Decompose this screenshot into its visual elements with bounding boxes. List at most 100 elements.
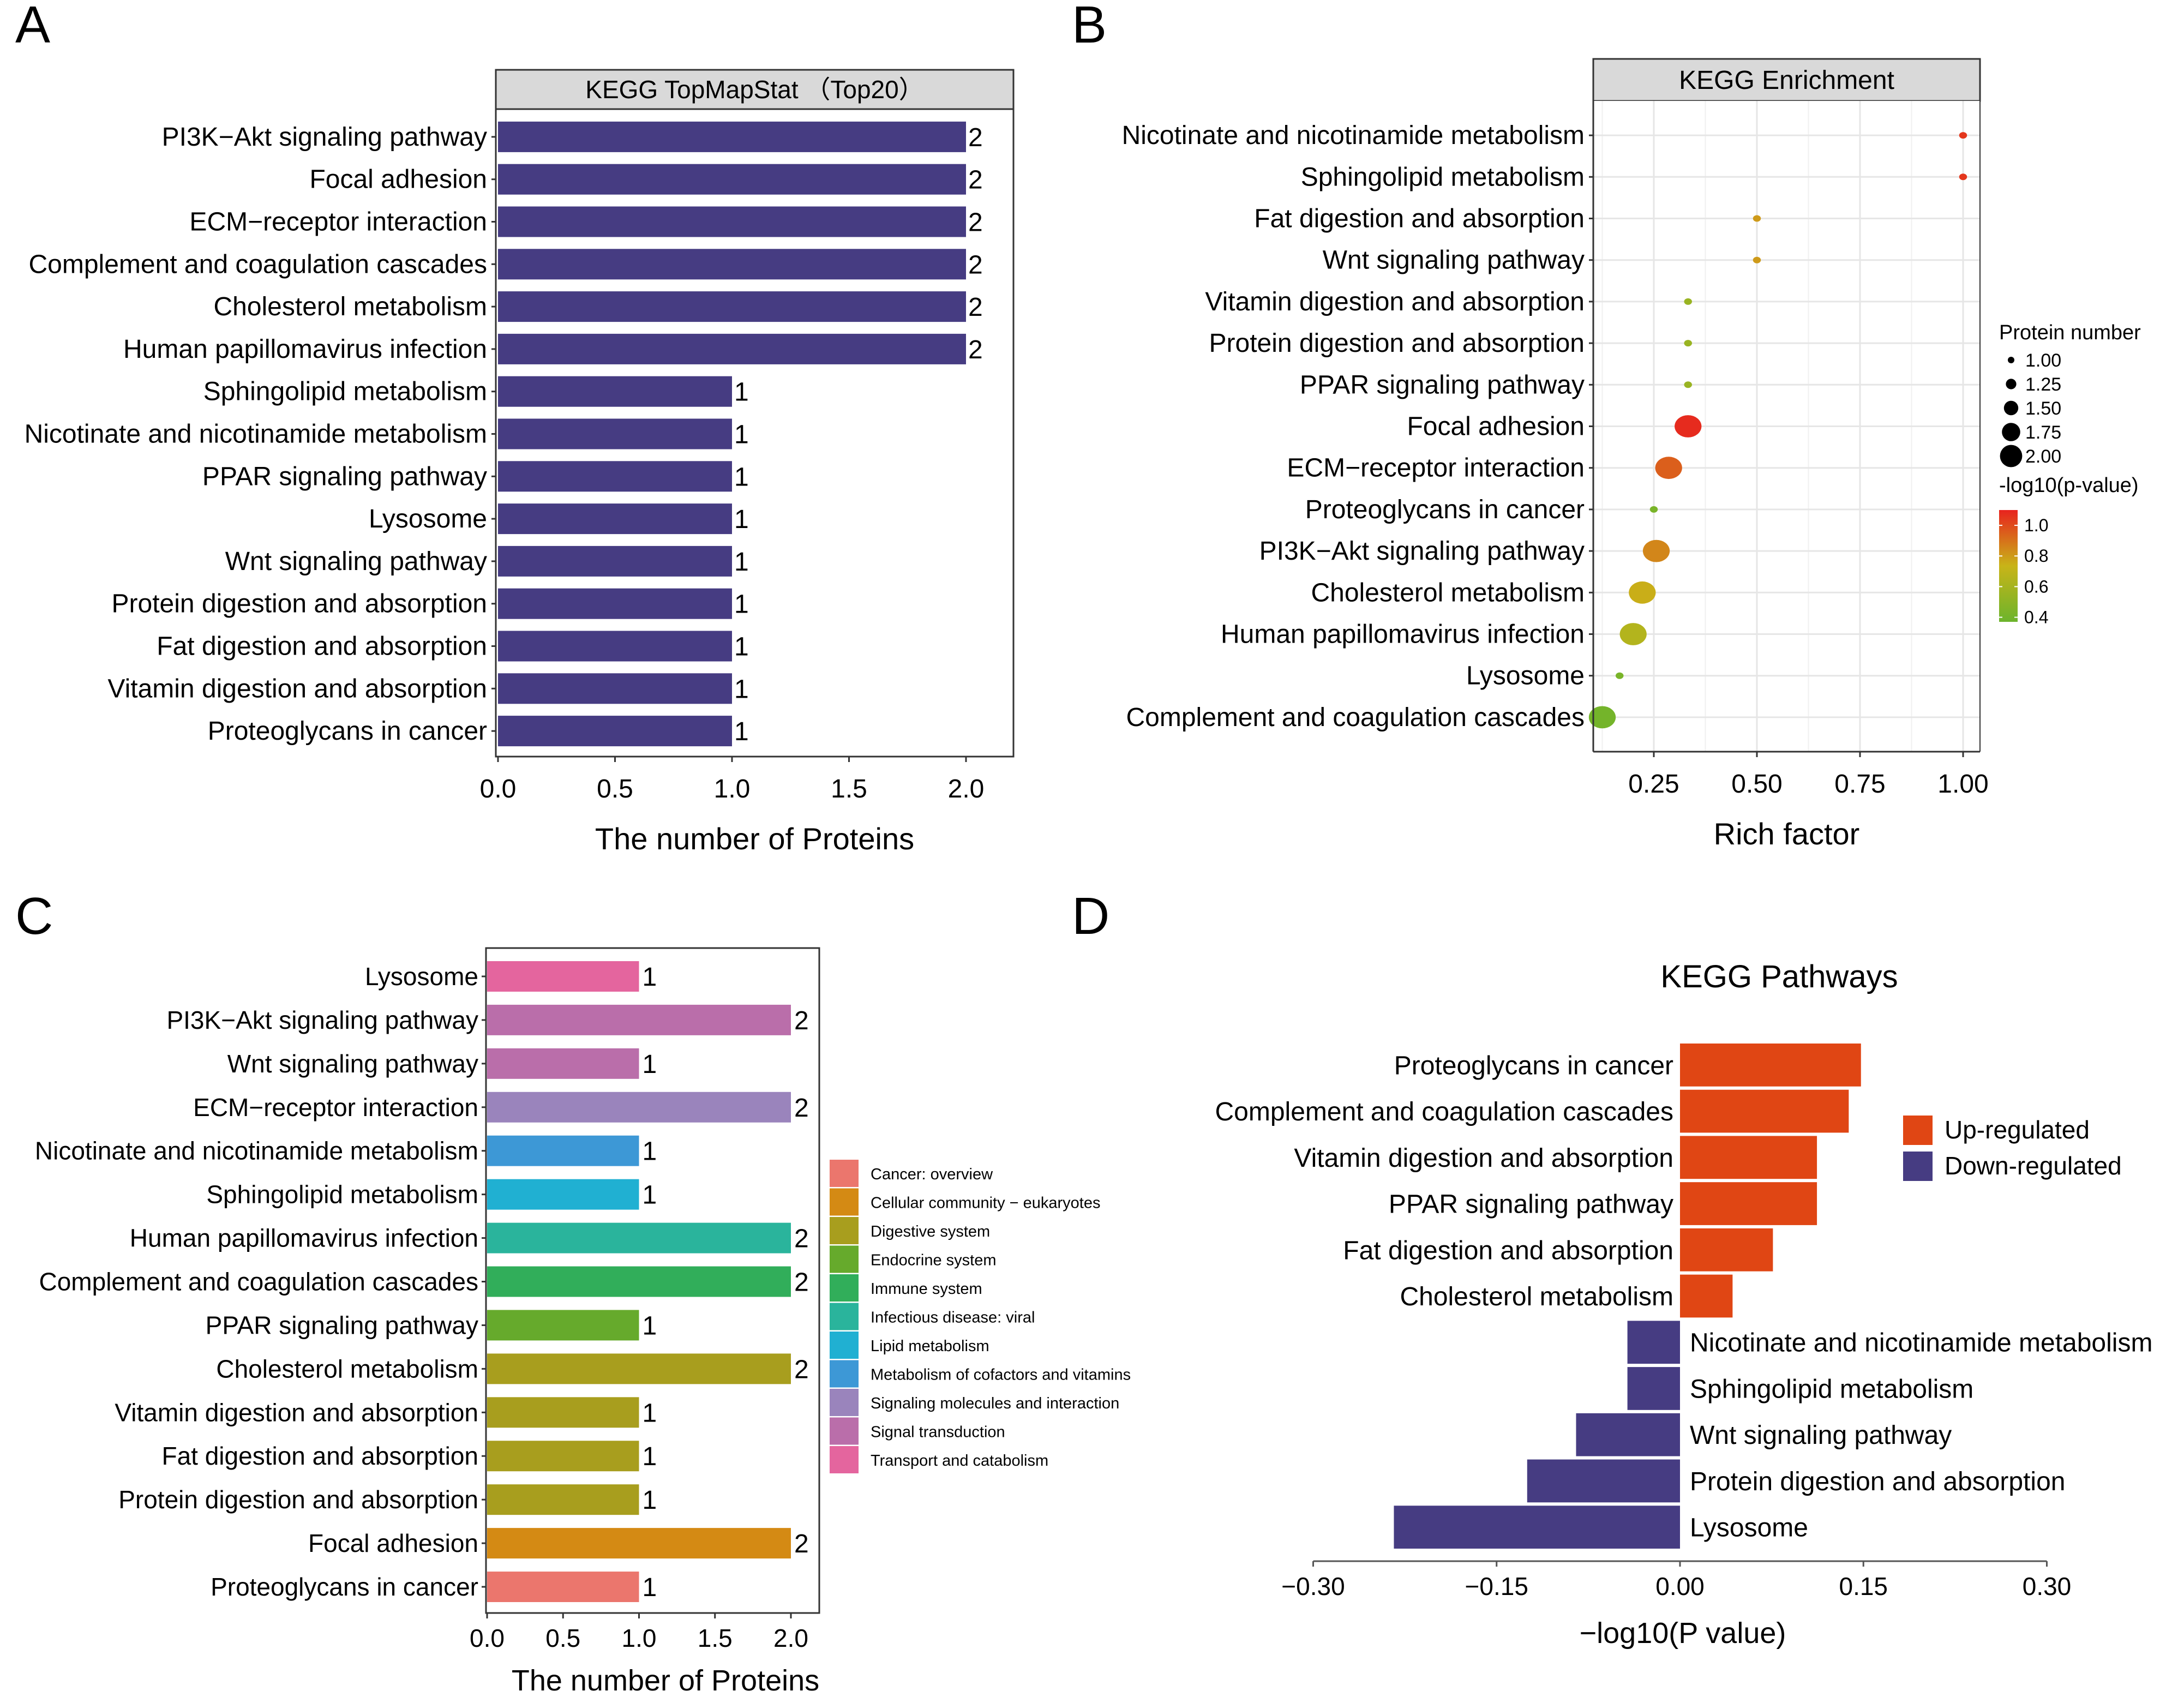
data-point — [1655, 457, 1682, 479]
legend-label: Signal transduction — [871, 1424, 1005, 1441]
category-label: Focal adhesion — [309, 165, 487, 194]
panel-c-bar-chart: 1 Lysosome 2 PI3K−Akt signaling pathway 1 Wnt… — [35, 947, 1131, 1697]
panel-letter-b: B — [1072, 0, 1107, 54]
legend-label: Digestive system — [871, 1223, 990, 1240]
bar — [498, 673, 732, 704]
bar-down — [1627, 1367, 1680, 1410]
data-label: 1 — [734, 548, 749, 577]
category-label: Cholesterol metabolism — [213, 292, 487, 321]
legend-label: Down-regulated — [1945, 1152, 2122, 1180]
bar — [498, 503, 732, 535]
category-label: PPAR signaling pathway — [1300, 370, 1585, 399]
data-label: 1 — [643, 1399, 657, 1428]
x-axis-title: The number of Proteins — [512, 1664, 819, 1697]
size-legend-title: Protein number — [1999, 321, 2141, 344]
category-label: Wnt signaling pathway — [1690, 1421, 1952, 1450]
data-label: 2 — [794, 1530, 809, 1558]
x-tick-label: 1.5 — [698, 1624, 733, 1652]
bar — [487, 1484, 639, 1515]
size-legend-label: 2.00 — [2025, 446, 2061, 467]
data-label: 1 — [643, 1573, 657, 1602]
legend-key — [830, 1217, 859, 1244]
category-label: Lysosome — [365, 962, 478, 991]
data-label: 1 — [734, 590, 749, 619]
category-label: Proteoglycans in cancer — [1305, 495, 1585, 524]
data-label: 2 — [794, 1225, 809, 1254]
data-label: 2 — [794, 1355, 809, 1384]
data-point — [1675, 415, 1702, 437]
data-label: 1 — [734, 463, 749, 491]
data-point — [1588, 706, 1616, 729]
category-label: Wnt signaling pathway — [1323, 246, 1585, 275]
data-label: 2 — [968, 335, 983, 364]
data-label: 1 — [734, 421, 749, 449]
category-label: Nicotinate and nicotinamide metabolism — [25, 420, 487, 449]
bar-down — [1527, 1459, 1680, 1503]
data-label: 1 — [734, 505, 749, 534]
category-label: Cholesterol metabolism — [1400, 1282, 1673, 1311]
legend-key — [830, 1160, 859, 1187]
data-label: 1 — [643, 1311, 657, 1340]
bar — [498, 333, 966, 364]
legend-label: Lipid metabolism — [871, 1338, 989, 1355]
bar — [487, 1572, 639, 1603]
legend-label: Endocrine system — [871, 1252, 997, 1269]
bar-up — [1680, 1182, 1817, 1225]
data-label: 1 — [643, 1181, 657, 1210]
data-label: 2 — [968, 166, 983, 195]
size-legend-key — [2008, 357, 2014, 363]
category-label: PI3K−Akt signaling pathway — [1259, 537, 1585, 566]
panel-c-plot-frame — [485, 947, 820, 1614]
category-label: Fat digestion and absorption — [161, 1442, 478, 1470]
data-label: 1 — [734, 675, 749, 704]
legend-key — [830, 1274, 859, 1302]
category-label: Proteoglycans in cancer — [1394, 1051, 1673, 1080]
bar — [498, 418, 732, 449]
x-tick-label: 2.0 — [773, 1624, 808, 1652]
bar-up — [1680, 1136, 1817, 1179]
x-tick-label: 0.00 — [1655, 1572, 1705, 1600]
legend-label: Immune system — [871, 1280, 982, 1298]
category-label: Fat digestion and absorption — [1343, 1236, 1673, 1265]
colorbar-label: 0.6 — [2024, 577, 2048, 596]
legend-key — [830, 1446, 859, 1473]
data-label: 1 — [643, 1050, 657, 1079]
panel-b-strip — [1592, 58, 1981, 102]
category-label: Fat digestion and absorption — [1254, 205, 1585, 233]
category-label: Sphingolipid metabolism — [1301, 163, 1585, 191]
data-point — [1684, 298, 1692, 305]
bar — [498, 545, 732, 577]
bar-down — [1394, 1506, 1680, 1549]
data-label: 2 — [968, 208, 983, 237]
category-label: Nicotinate and nicotinamide metabolism — [35, 1137, 478, 1165]
data-label: 2 — [794, 1006, 809, 1035]
x-tick-label: 0.5 — [597, 775, 633, 803]
category-label: Complement and coagulation cascades — [1126, 703, 1585, 732]
x-tick-label: 0.15 — [1839, 1572, 1888, 1600]
bar — [487, 1310, 639, 1341]
bar — [498, 376, 732, 407]
legend-label: Infectious disease: viral — [871, 1309, 1035, 1327]
data-point — [1684, 340, 1692, 347]
category-label: Cholesterol metabolism — [1311, 578, 1585, 607]
x-tick-label: 0.30 — [2023, 1572, 2072, 1600]
bar — [498, 164, 966, 195]
category-label: Proteoglycans in cancer — [211, 1573, 478, 1601]
category-label: Focal adhesion — [1407, 412, 1585, 441]
size-legend-label: 1.25 — [2025, 374, 2061, 395]
bar-up — [1680, 1044, 1861, 1087]
data-label: 2 — [794, 1268, 809, 1297]
x-tick-label: 2.0 — [948, 775, 985, 803]
bar — [487, 1135, 639, 1166]
bar — [487, 1441, 639, 1472]
panel-a-bar-chart: KEGG TopMapStat （Top20） 2 PI3K−Akt signali… — [25, 69, 1015, 856]
category-label: Proteoglycans in cancer — [208, 717, 487, 746]
category-label: Lysosome — [369, 505, 487, 533]
bar — [487, 1266, 791, 1297]
legend-label: Cancer: overview — [871, 1166, 993, 1183]
bar — [498, 249, 966, 280]
legend-key — [830, 1389, 859, 1416]
category-label: Complement and coagulation cascades — [28, 250, 487, 279]
bar-up — [1680, 1089, 1849, 1133]
